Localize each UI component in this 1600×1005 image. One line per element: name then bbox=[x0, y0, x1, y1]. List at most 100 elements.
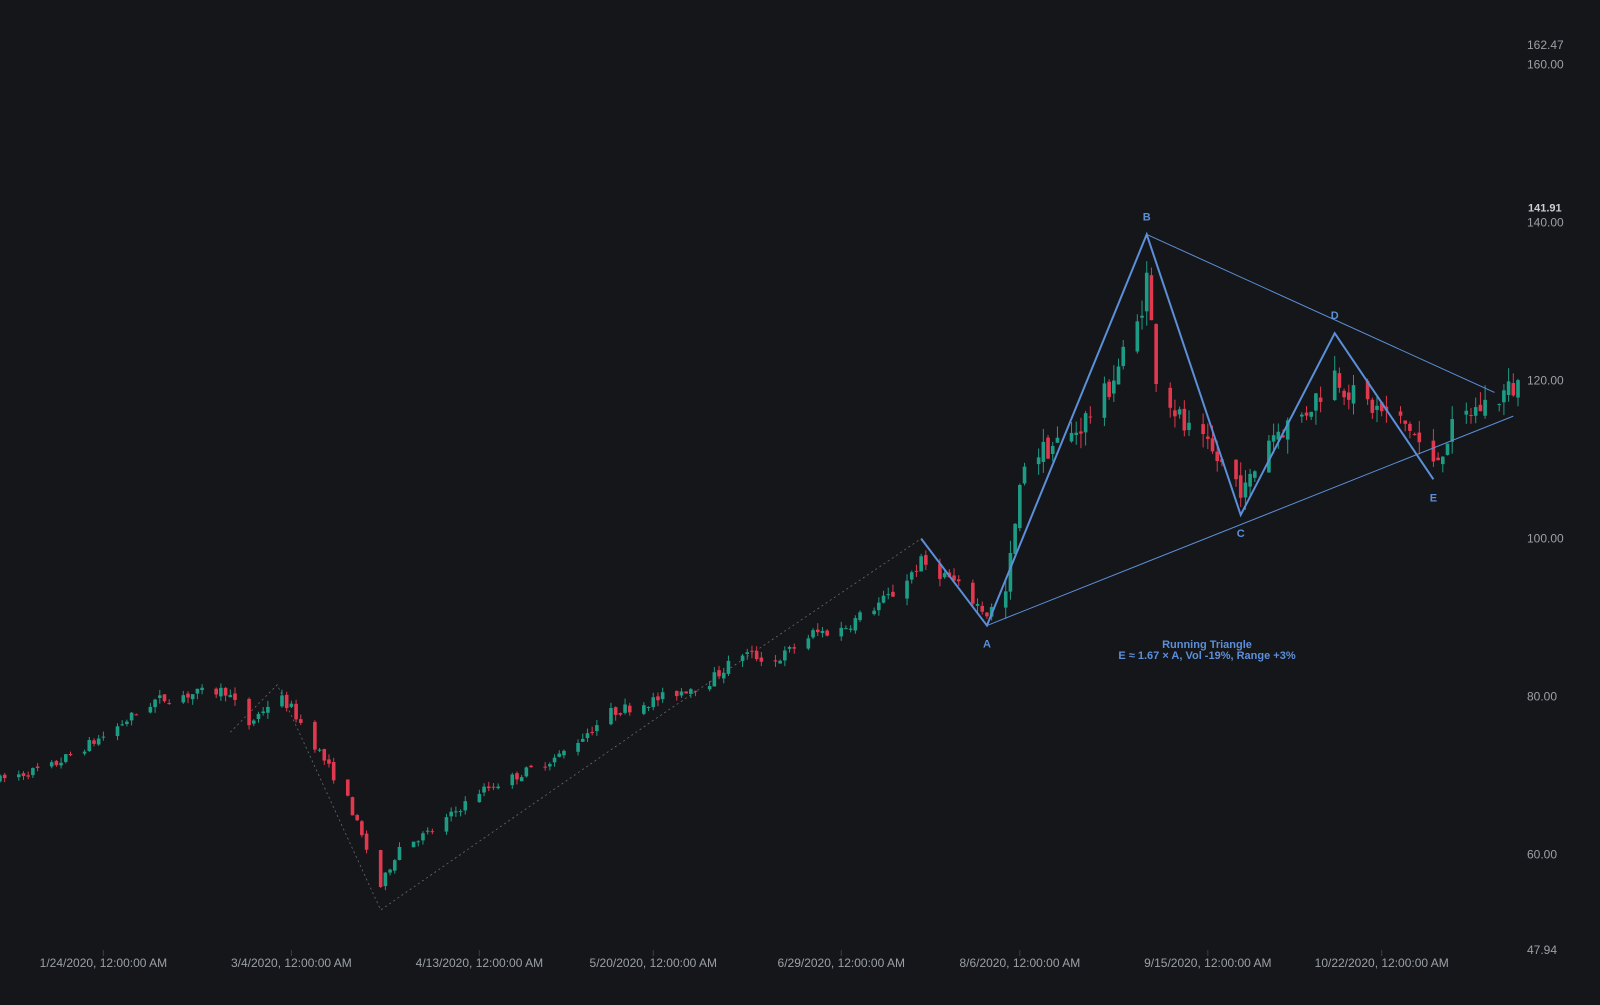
candle-body bbox=[1140, 315, 1144, 318]
candle bbox=[858, 610, 862, 623]
candle bbox=[914, 564, 919, 577]
candle-body bbox=[68, 753, 73, 756]
candle bbox=[1309, 411, 1314, 421]
candle-body bbox=[186, 693, 190, 698]
candle-body bbox=[92, 740, 96, 744]
candle-body bbox=[1083, 413, 1088, 433]
candle bbox=[1074, 421, 1079, 445]
candle bbox=[1046, 434, 1050, 460]
candle bbox=[383, 871, 388, 891]
candle-body bbox=[463, 801, 468, 811]
candle-body bbox=[190, 694, 195, 700]
candle bbox=[416, 840, 421, 847]
candle-body bbox=[247, 698, 251, 726]
candle bbox=[975, 598, 980, 612]
candle-body bbox=[162, 694, 167, 702]
candle bbox=[49, 760, 54, 769]
candle-body bbox=[1234, 459, 1238, 480]
candle bbox=[223, 687, 228, 702]
candle bbox=[656, 692, 660, 707]
candle bbox=[773, 655, 778, 667]
candle-body bbox=[1154, 324, 1158, 385]
candle bbox=[1502, 384, 1506, 416]
candle-body bbox=[627, 705, 632, 713]
candle bbox=[1370, 397, 1375, 419]
y-tick-label: 120.00 bbox=[1527, 374, 1564, 388]
candle-body bbox=[157, 695, 162, 698]
candle-body bbox=[101, 736, 106, 738]
candle bbox=[1516, 378, 1520, 407]
candle-body bbox=[261, 711, 265, 713]
candle-body bbox=[1370, 399, 1375, 413]
candle-body bbox=[425, 830, 430, 832]
candle bbox=[1441, 456, 1445, 473]
candle bbox=[214, 687, 218, 699]
candle bbox=[778, 659, 782, 664]
candle bbox=[609, 702, 613, 726]
candle-body bbox=[693, 690, 698, 692]
candle bbox=[261, 707, 265, 716]
candle-body bbox=[59, 762, 63, 766]
candle-body bbox=[1450, 419, 1455, 442]
candle-body bbox=[980, 605, 985, 612]
candle bbox=[0, 773, 2, 783]
candle bbox=[1036, 448, 1041, 475]
candle bbox=[1253, 470, 1257, 482]
candle bbox=[463, 796, 468, 815]
candle-body bbox=[383, 872, 388, 887]
candle-body bbox=[280, 695, 284, 707]
candle-body bbox=[115, 726, 120, 737]
candle-body bbox=[585, 733, 590, 739]
y-axis: 60.00 80.00 100.00 120.00 140.00 160.00 162.47… bbox=[1527, 38, 1564, 957]
candle bbox=[59, 757, 63, 769]
candle bbox=[740, 653, 745, 667]
candle bbox=[1276, 423, 1281, 449]
candle bbox=[294, 699, 298, 723]
candle-body bbox=[853, 618, 858, 631]
candle-body bbox=[63, 754, 68, 762]
candle-body bbox=[327, 759, 331, 764]
candle bbox=[519, 774, 524, 782]
candle bbox=[1206, 423, 1210, 450]
candle bbox=[783, 646, 787, 667]
candle bbox=[1055, 426, 1060, 443]
candle-body bbox=[120, 724, 124, 726]
y-tick-label: 60.00 bbox=[1527, 848, 1557, 862]
candle-body bbox=[266, 706, 270, 713]
candle-body bbox=[331, 762, 336, 781]
pattern-point-label-b: B bbox=[1143, 211, 1151, 223]
candle-body bbox=[1210, 438, 1215, 452]
candle-body bbox=[1036, 457, 1041, 465]
candles-layer bbox=[0, 261, 1520, 891]
candle bbox=[1135, 314, 1140, 354]
candle bbox=[1041, 428, 1046, 473]
candle-body bbox=[1022, 466, 1027, 484]
candle bbox=[562, 749, 566, 759]
candle bbox=[1173, 399, 1177, 428]
candle bbox=[200, 684, 204, 695]
candle-body bbox=[289, 703, 294, 707]
candle bbox=[233, 687, 237, 706]
candle-body bbox=[87, 739, 92, 752]
candle-body bbox=[1177, 409, 1182, 415]
candle bbox=[1342, 388, 1346, 406]
candle bbox=[510, 772, 515, 789]
candle-body bbox=[909, 572, 914, 580]
candle bbox=[153, 698, 157, 713]
candle-body bbox=[449, 811, 453, 817]
candle bbox=[1398, 406, 1403, 424]
candle bbox=[350, 796, 355, 816]
candle bbox=[1248, 468, 1252, 497]
candle bbox=[726, 655, 731, 676]
candle-body bbox=[881, 595, 886, 603]
candle-body bbox=[1332, 370, 1337, 401]
candle bbox=[129, 712, 134, 726]
candle-body bbox=[552, 757, 557, 763]
candle-body bbox=[1055, 437, 1060, 443]
candle bbox=[148, 703, 153, 714]
candle-body bbox=[0, 775, 2, 782]
candle bbox=[820, 626, 825, 638]
pattern-annotation: Running Triangle E ≈ 1.67 × A, Vol -19%,… bbox=[1118, 639, 1295, 662]
